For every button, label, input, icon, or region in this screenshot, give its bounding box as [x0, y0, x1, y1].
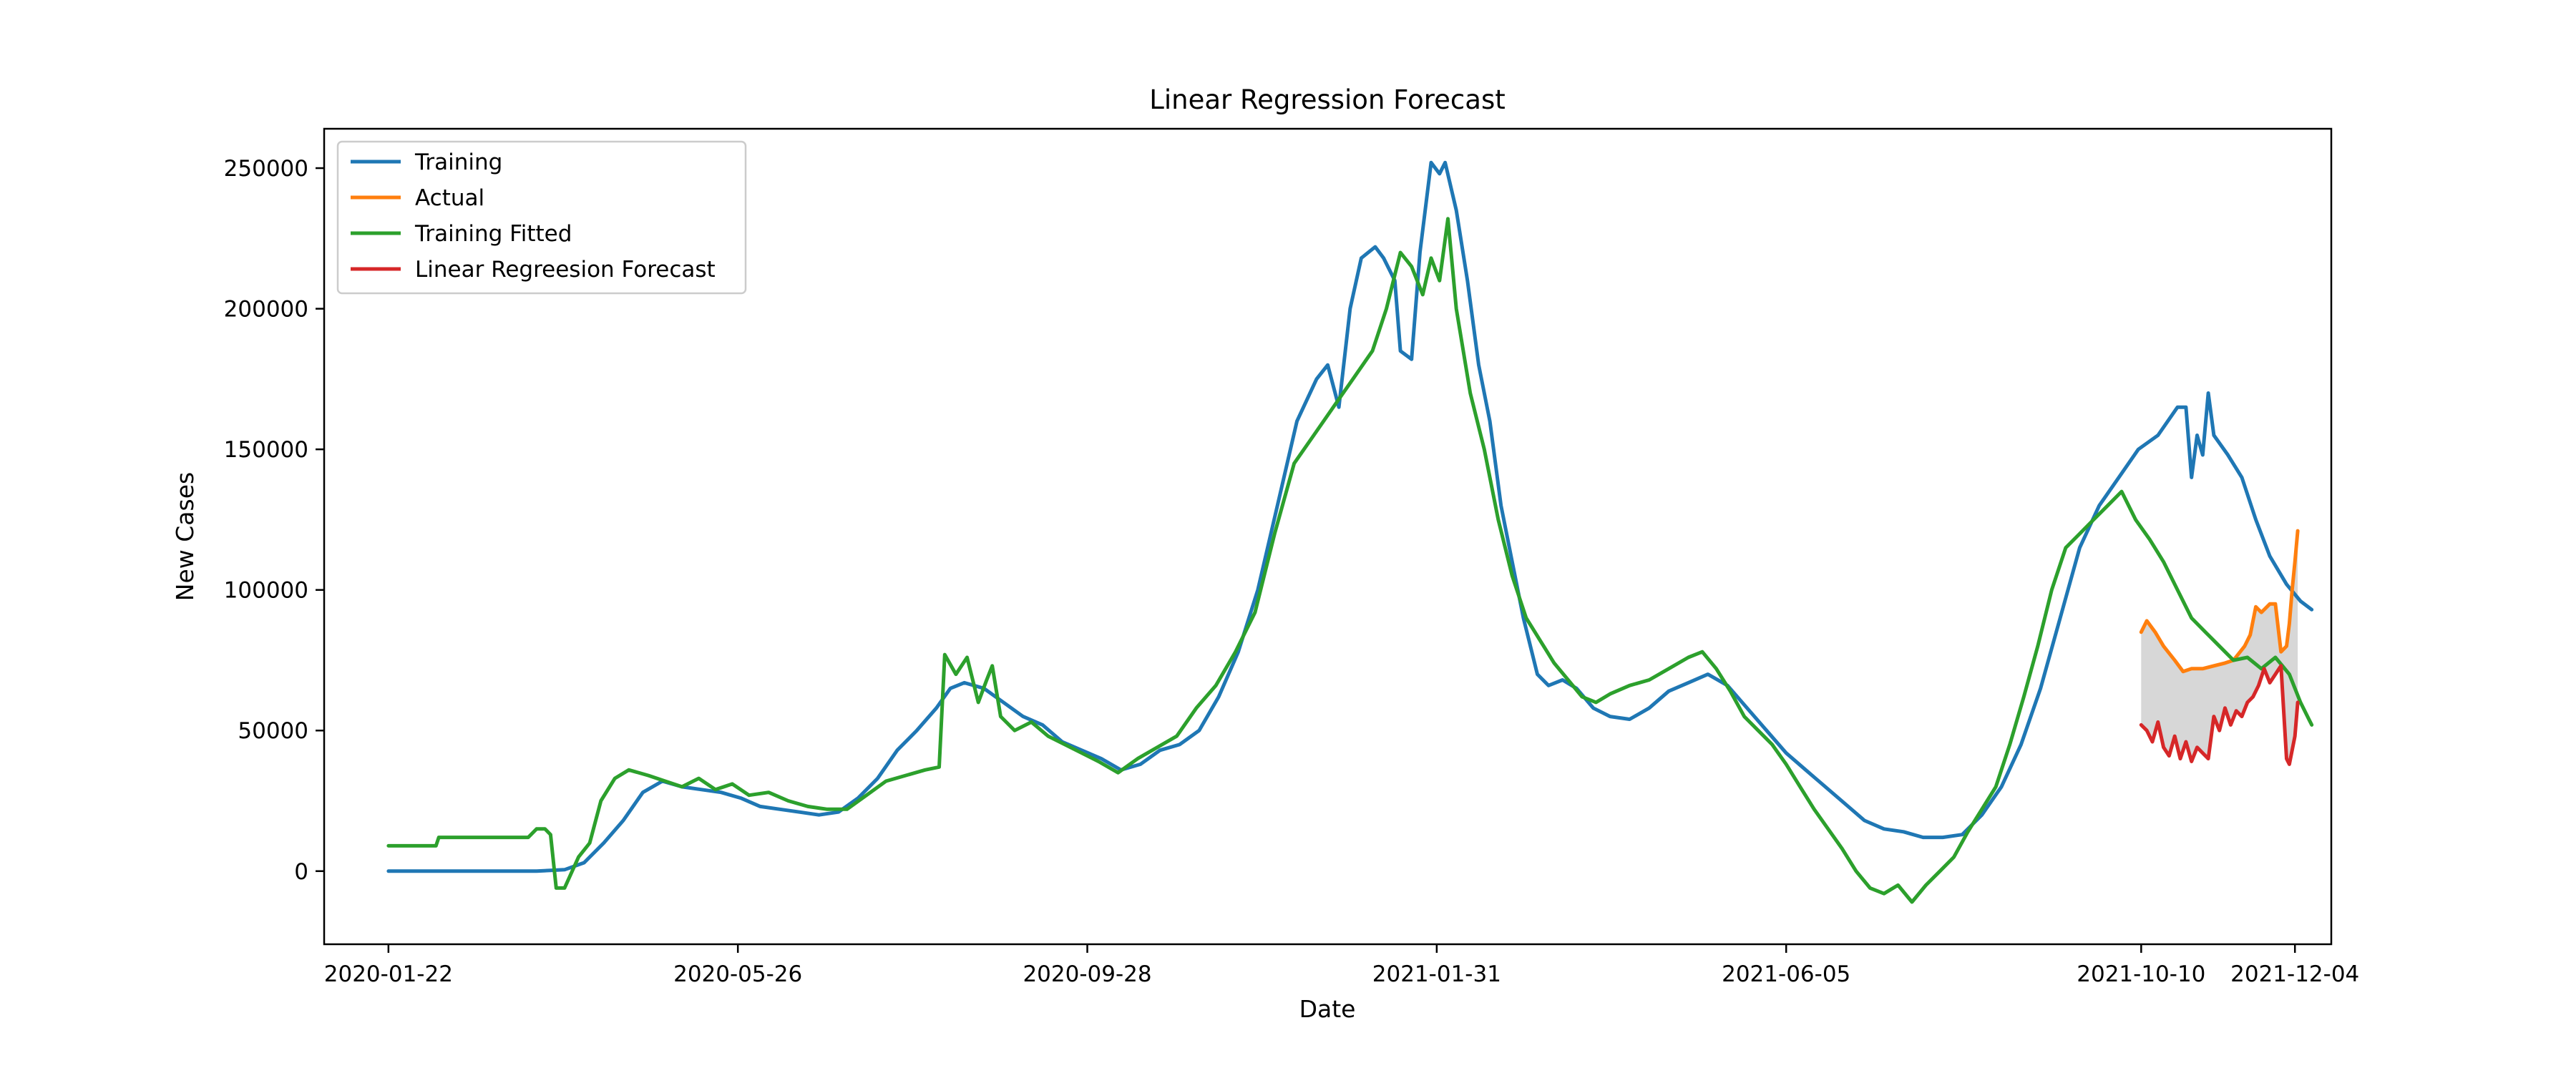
series-line-training: [386, 160, 2314, 873]
x-tick-label: 2021-06-05: [1722, 961, 1850, 987]
series-line-actual: [2139, 529, 2300, 674]
x-tick-label: 2020-09-28: [1023, 961, 1151, 987]
legend-box: [336, 140, 747, 295]
legend-label-linear-regreesion-forecast: Linear Regreesion Forecast: [415, 257, 716, 283]
x-tick-label: 2020-01-22: [324, 961, 453, 987]
y-tick-label: 250000: [224, 156, 308, 182]
y-tick-label: 50000: [238, 718, 308, 744]
legend-label-training-fitted: Training Fitted: [414, 221, 572, 247]
y-tick-label: 100000: [224, 578, 308, 604]
y-axis: 0 50000 100000 150000 200000 250000: [224, 156, 324, 885]
plot-frame: [323, 127, 2333, 946]
forecast-band: [2141, 531, 2298, 765]
legend-label-actual: Actual: [415, 185, 484, 211]
y-axis-label: New Cases: [171, 472, 199, 601]
legend-label-training: Training: [414, 150, 502, 175]
x-tick-label: 2020-05-26: [673, 961, 802, 987]
x-axis: 2020-01-22 2020-05-26 2020-09-28 2021-01-31…: [324, 944, 2359, 987]
y-tick-label: 200000: [224, 297, 308, 323]
chart-title: Linear Regression Forecast: [1149, 84, 1505, 115]
y-tick-label: 150000: [224, 437, 308, 463]
legend: Training Actual Training Fitted Linear Regr…: [336, 140, 747, 295]
series-line-linear-regreesion-forecast: [2139, 664, 2300, 766]
x-axis-label: Date: [1299, 995, 1356, 1023]
x-tick-label: 2021-12-04: [2230, 961, 2359, 987]
y-tick-label: 0: [294, 859, 308, 885]
x-tick-label: 2021-01-31: [1372, 961, 1501, 987]
series-line-training-fitted: [386, 217, 2314, 904]
series-lines: [386, 160, 2314, 904]
x-tick-label: 2021-10-10: [2077, 961, 2205, 987]
forecast-band-area: [2141, 531, 2298, 765]
